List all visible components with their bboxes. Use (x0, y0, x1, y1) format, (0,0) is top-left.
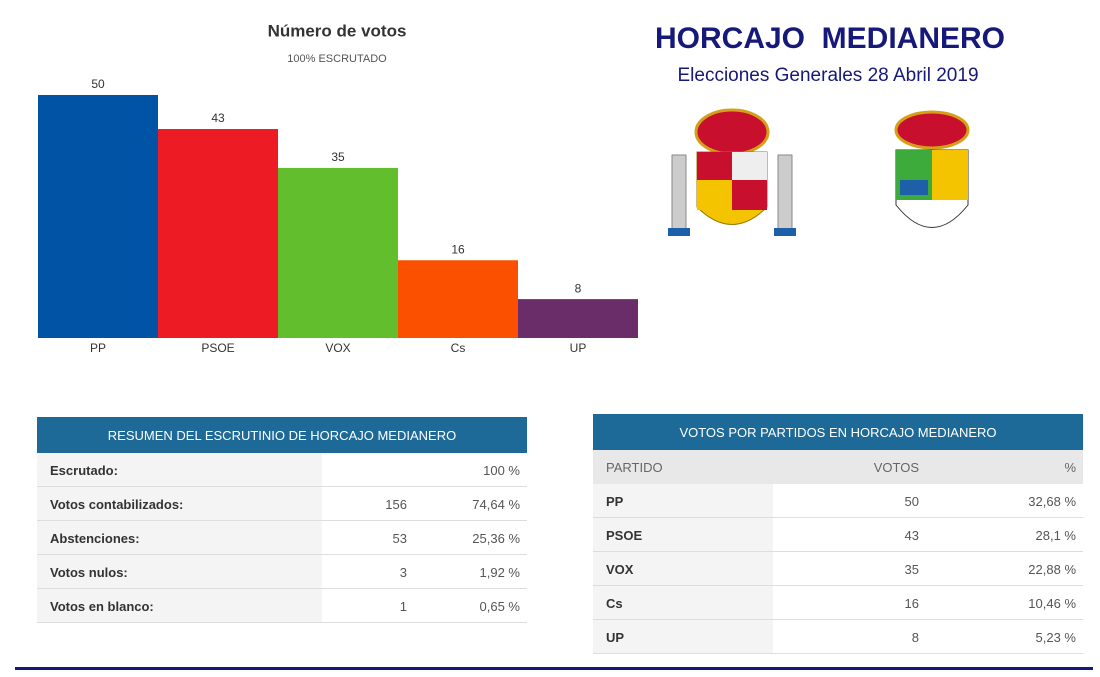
municipal-coat-of-arms (894, 110, 970, 228)
party-name: UP (593, 620, 773, 654)
row-divider (593, 653, 1083, 654)
x-tick-label: PP (90, 341, 106, 355)
x-tick-label: Cs (451, 341, 466, 355)
row-divider (593, 619, 1083, 620)
bottom-rule (15, 667, 1093, 670)
data-label: 35 (331, 150, 345, 164)
x-tick-label: VOX (325, 341, 350, 355)
table-header: RESUMEN DEL ESCRUTINIO DE HORCAJO MEDIAN… (37, 417, 527, 453)
x-tick-label: PSOE (201, 341, 234, 355)
party-votes: 16 (904, 595, 919, 611)
row-count: 156 (385, 496, 407, 512)
bar (398, 260, 518, 338)
party-name: PSOE (593, 518, 773, 552)
row-percent: 74,64 % (472, 496, 520, 512)
party-percent: 22,88 % (1028, 561, 1076, 577)
column-header: PARTIDO (593, 450, 773, 484)
party-votes: 35 (904, 561, 919, 577)
party-votes: 8 (911, 629, 919, 645)
x-tick-label: UP (570, 341, 587, 355)
row-label: Votos nulos: (37, 555, 322, 589)
row-divider (593, 517, 1083, 518)
party-percent: 10,46 % (1028, 595, 1076, 611)
data-label: 43 (211, 111, 225, 125)
row-count: 1 (399, 598, 407, 614)
party-percent: 28,1 % (1035, 527, 1076, 543)
column-header: % (919, 450, 1083, 484)
party-votes: 43 (904, 527, 919, 543)
row-label: Abstenciones: (37, 521, 322, 555)
data-label: 16 (451, 242, 465, 256)
row-label: Votos contabilizados: (37, 487, 322, 521)
row-percent: 0,65 % (479, 598, 520, 614)
data-label: 8 (575, 281, 582, 295)
party-votes: 50 (904, 493, 919, 509)
page-subtitle: Elecciones Generales 28 Abril 2019 (677, 65, 978, 86)
row-count: 3 (399, 564, 407, 580)
page-title: HORCAJO MEDIANERO (655, 22, 1005, 55)
chart-title: Número de votos (268, 21, 407, 40)
column-header: VOTOS (773, 450, 919, 484)
spain-coat-of-arms (668, 108, 796, 236)
party-name: PP (593, 484, 773, 518)
chart: Número de votos 100% ESCRUTADO HORCAJO M… (38, 21, 1005, 355)
party-percent: 5,23 % (1035, 629, 1076, 645)
bar (38, 95, 158, 338)
chart-subtitle: 100% ESCRUTADO (287, 53, 387, 65)
party-name: VOX (593, 552, 773, 586)
party-percent: 32,68 % (1028, 493, 1076, 509)
data-label: 50 (91, 77, 105, 91)
row-divider (593, 551, 1083, 552)
row-percent: 1,92 % (479, 564, 520, 580)
row-divider (37, 520, 527, 521)
row-divider (593, 585, 1083, 586)
row-divider (37, 588, 527, 589)
bar (158, 129, 278, 338)
row-label: Votos en blanco: (37, 589, 322, 623)
row-divider (37, 486, 527, 487)
row-divider (37, 622, 527, 623)
bar (278, 167, 398, 338)
bar (518, 299, 638, 338)
row-count: 53 (392, 530, 407, 546)
party-name: Cs (593, 586, 773, 620)
row-percent: 100 % (483, 462, 520, 478)
row-percent: 25,36 % (472, 530, 520, 546)
row-divider (37, 554, 527, 555)
table-header: VOTOS POR PARTIDOS EN HORCAJO MEDIANERO (593, 414, 1083, 450)
row-label: Escrutado: (37, 453, 322, 487)
